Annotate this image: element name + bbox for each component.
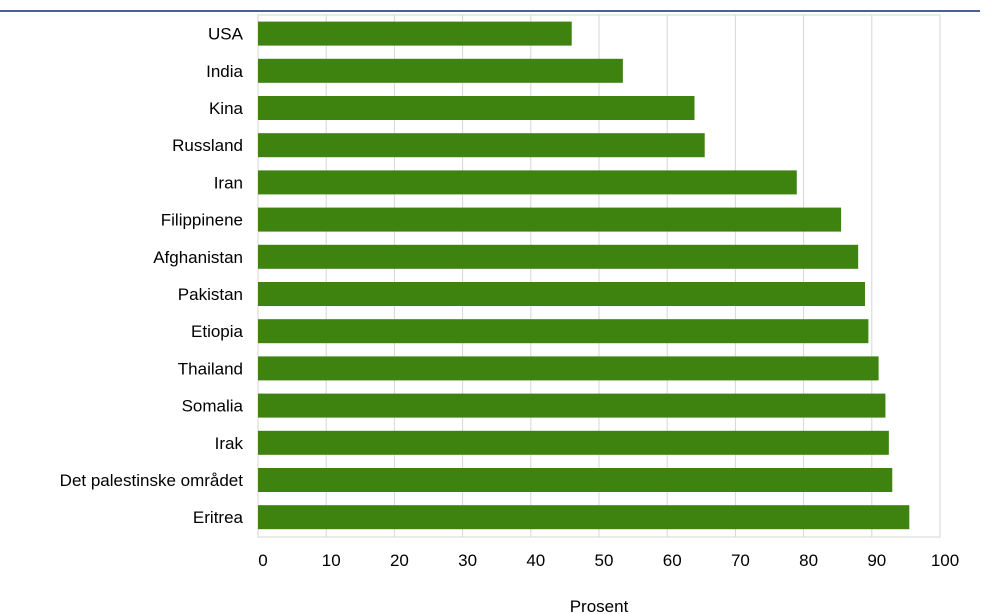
x-tick-label: 90 — [867, 551, 886, 570]
bar — [258, 282, 865, 306]
x-tick-label: 30 — [458, 551, 477, 570]
category-label: India — [206, 62, 243, 81]
category-label: Thailand — [178, 359, 243, 378]
top-rule — [0, 10, 980, 12]
category-label: Somalia — [182, 397, 244, 416]
bar — [258, 96, 695, 120]
bar — [258, 319, 869, 344]
bars — [258, 21, 910, 530]
x-tick-label: 10 — [322, 551, 341, 570]
x-axis-title: Prosent — [570, 597, 629, 614]
x-tick-label: 0 — [258, 551, 267, 570]
bar — [258, 207, 842, 232]
x-tick-label: 20 — [390, 551, 409, 570]
category-label: Eritrea — [193, 508, 244, 527]
bar — [258, 170, 797, 195]
category-label: Afghanistan — [153, 248, 243, 267]
bar — [258, 356, 879, 381]
x-tick-label: 40 — [526, 551, 545, 570]
grid-lines — [257, 14, 941, 538]
category-labels: USA India Kina Russland Iran Filippinene Afgha… — [60, 25, 244, 528]
category-label: Filippinene — [161, 211, 243, 230]
category-label: Russland — [172, 136, 243, 155]
category-label: Irak — [215, 434, 244, 453]
x-tick-label: 80 — [799, 551, 818, 570]
category-label: Iran — [214, 173, 243, 192]
x-tick-label: 100 — [931, 551, 959, 570]
bar — [258, 58, 623, 83]
category-label: Pakistan — [178, 285, 243, 304]
bar — [258, 468, 893, 492]
bar — [258, 133, 705, 158]
category-label: Det palestinske området — [60, 471, 244, 490]
bar — [258, 21, 572, 46]
bar — [258, 393, 886, 418]
bar — [258, 430, 889, 455]
x-tick-label: 50 — [595, 551, 614, 570]
bar — [258, 244, 859, 269]
bar — [258, 505, 910, 530]
category-label: USA — [208, 25, 244, 44]
x-tick-labels: 0 10 20 30 40 50 60 70 80 90 100 — [258, 551, 959, 570]
category-label: Etiopia — [191, 322, 244, 341]
x-tick-label: 70 — [731, 551, 750, 570]
category-label: Kina — [209, 99, 244, 118]
x-tick-label: 60 — [663, 551, 682, 570]
